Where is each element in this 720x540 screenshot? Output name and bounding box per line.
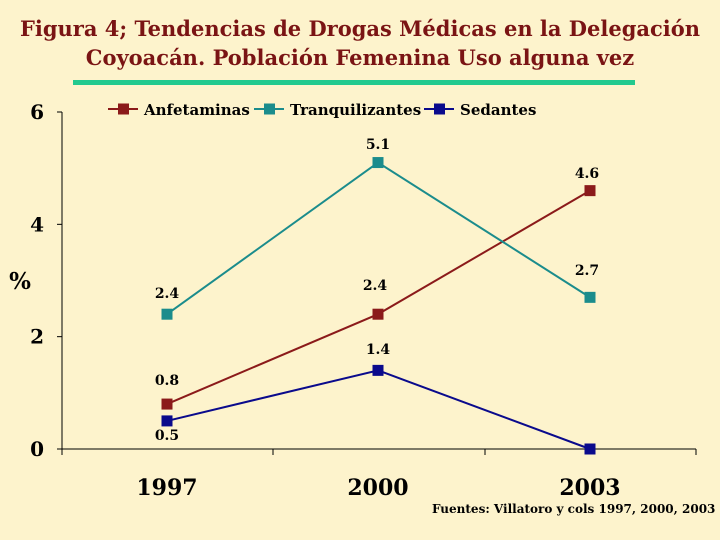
data-label: 4.6 <box>575 166 599 182</box>
chart-title-line-2: Coyoacán. Población Femenina Uso alguna … <box>85 45 635 70</box>
data-label: 2.4 <box>363 278 388 294</box>
data-point-sedantes <box>372 364 384 376</box>
y-tick-label: 0 <box>30 437 44 461</box>
data-point-anfetaminas <box>584 185 596 197</box>
data-label: 0.5 <box>155 428 179 444</box>
legend-marker <box>118 103 129 115</box>
y-axis-label: % <box>9 268 31 295</box>
title-underline <box>73 80 635 85</box>
data-point-sedantes <box>584 443 596 455</box>
legend-label: Anfetaminas <box>143 101 250 119</box>
data-point-anfetaminas <box>161 398 173 410</box>
data-point-tranquilizantes <box>372 157 384 169</box>
data-label: 1.4 <box>366 342 391 358</box>
series-line-sedantes <box>166 369 591 450</box>
source-footnote: Fuentes: Villatoro y cols 1997, 2000, 20… <box>432 502 716 516</box>
x-tick-label: 2003 <box>559 475 620 501</box>
data-point-anfetaminas <box>372 308 384 320</box>
data-label: 2.4 <box>155 286 180 302</box>
data-point-tranquilizantes <box>161 308 173 320</box>
data-point-sedantes <box>161 415 173 427</box>
x-tick-label: 1997 <box>136 475 197 501</box>
legend-label: Tranquilizantes <box>290 101 421 119</box>
y-tick-label: 4 <box>30 212 44 236</box>
data-label: 2.7 <box>575 263 599 279</box>
legend-label: Sedantes <box>460 101 536 119</box>
legend-marker <box>434 103 445 115</box>
data-label: 0.8 <box>155 373 179 389</box>
y-tick-label: 2 <box>30 325 44 349</box>
chart-title-line-1: Figura 4; Tendencias de Drogas Médicas e… <box>19 16 701 41</box>
data-label: 5.1 <box>366 137 390 153</box>
x-tick-label: 2000 <box>347 475 408 501</box>
data-point-tranquilizantes <box>584 291 596 303</box>
chart-title: Figura 4; Tendencias de Drogas Médicas e… <box>0 14 720 72</box>
y-tick-label: 6 <box>30 100 44 124</box>
legend-marker <box>264 103 275 115</box>
